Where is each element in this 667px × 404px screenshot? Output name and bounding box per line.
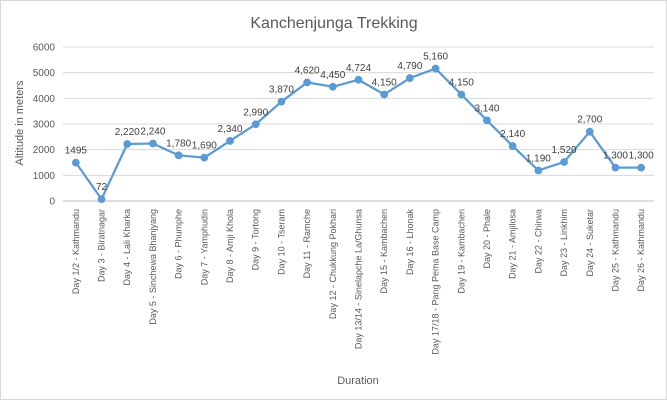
x-axis-title: Duration	[337, 375, 379, 387]
x-tick-label: Day 6 - Phumphe	[174, 209, 184, 279]
x-tick-label: Day 16 - Lhonak	[405, 209, 415, 276]
data-label: 4,790	[397, 61, 422, 72]
data-point	[354, 75, 363, 84]
x-tick-label: Day 15 - Kambachen	[379, 209, 389, 294]
x-tick-label: Day 25 - Kathmandu	[610, 209, 620, 292]
x-tick-label: Day 9 - Tortong	[251, 209, 261, 270]
data-point	[200, 153, 209, 162]
x-tick-label: Day 22 - Chirwa	[533, 209, 543, 274]
x-tick-label: Day 3 - Biratnagar	[97, 209, 107, 282]
data-point	[611, 163, 620, 172]
data-label: 2,700	[577, 115, 602, 126]
x-tick-label: Day 13/14 - Sinelapche La/Ghunsa	[354, 209, 364, 349]
x-tick-label: Day 11 - Ramche	[302, 209, 312, 278]
data-label: 1,520	[552, 145, 577, 156]
data-point	[149, 139, 157, 148]
data-point	[560, 158, 568, 166]
x-tick-label: Day 10 - Tseram	[276, 209, 286, 275]
data-point	[71, 158, 80, 167]
data-label: 4,150	[449, 77, 474, 88]
x-tick-label: Day 24 - Suketar	[585, 209, 595, 277]
data-point	[303, 78, 312, 87]
data-label: 5,160	[423, 52, 448, 63]
data-point	[123, 140, 132, 148]
data-label: 2,140	[500, 129, 525, 140]
data-label: 3,140	[474, 103, 499, 114]
data-label: 1,300	[629, 151, 654, 162]
data-label: 2,990	[243, 107, 268, 118]
data-point	[405, 74, 414, 82]
x-tick-label: Day 4 - Lali Kharka	[122, 209, 132, 286]
y-tick-label: 4000	[33, 94, 56, 105]
x-tick-label: Day 1/2 - Kathmandu	[71, 209, 81, 294]
x-tick-label: Day 21 - Amjilosa	[508, 209, 518, 279]
data-point	[174, 151, 183, 160]
data-point	[457, 90, 466, 99]
y-tick-label: 2000	[33, 145, 56, 156]
x-tick-label: Day 12 - Chukkung Pokhari	[328, 209, 338, 319]
x-tick-label: Day 26 - Kathmandu	[636, 209, 646, 292]
x-axis-ticks: Day 1/2 - Kathmandu Day 3 - Biratnagar Day…	[71, 209, 646, 355]
y-tick-label: 5000	[33, 68, 56, 79]
data-point	[251, 120, 260, 129]
data-label: 4,620	[295, 65, 320, 76]
data-point	[585, 127, 594, 136]
chart-title: Kanchenjunga Trekking	[250, 15, 417, 32]
data-label: 1,690	[192, 141, 217, 152]
x-tick-label: Day 8 - Amji Khola	[225, 209, 235, 283]
data-points	[71, 64, 646, 204]
data-label: 2,240	[140, 127, 165, 138]
data-label: 2,220	[115, 127, 140, 138]
data-point	[380, 90, 389, 99]
data-label: 1,780	[166, 138, 191, 149]
y-tick-label: 1000	[33, 171, 56, 182]
y-tick-label: 3000	[33, 120, 56, 131]
data-point	[508, 142, 517, 150]
data-label: 4,150	[372, 77, 397, 88]
data-label: 3,870	[269, 85, 294, 96]
data-label: 1495	[65, 146, 88, 157]
x-tick-label: Day 5 - Sinchewa Bhanjyang	[148, 209, 158, 325]
y-tick-label: 6000	[33, 43, 56, 54]
data-point	[277, 97, 286, 106]
data-point	[328, 82, 337, 91]
x-tick-label: Day 19 - Kambachen	[456, 209, 466, 294]
data-label: 1,190	[526, 153, 551, 164]
data-point	[534, 166, 543, 175]
gridlines	[63, 46, 654, 202]
y-tick-label: 0	[49, 197, 55, 208]
data-point	[226, 137, 234, 145]
x-tick-label: Day 17/18 - Pang Pema Base Camp	[431, 209, 441, 355]
data-point	[483, 116, 491, 125]
data-point	[97, 195, 106, 204]
x-tick-label: Day 20 - Phale	[482, 209, 492, 269]
data-label: 1,300	[603, 151, 628, 162]
y-axis-ticks: 0 1000 2000 3000 4000 5000 6000	[33, 43, 56, 208]
y-axis-title: Altitude in meters	[14, 80, 26, 165]
data-label: 4,450	[320, 70, 345, 81]
data-label: 72	[96, 182, 108, 193]
x-tick-label: Day 23 - Linkhim	[559, 209, 569, 277]
data-point	[431, 64, 440, 73]
data-label: 4,724	[346, 63, 371, 74]
data-label: 2,340	[218, 124, 243, 135]
data-point	[637, 163, 646, 172]
x-tick-label: Day 7 - Yamphudin	[199, 209, 209, 285]
